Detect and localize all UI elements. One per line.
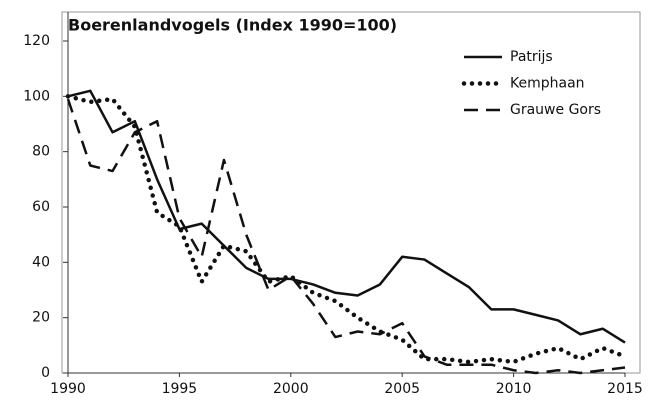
series-line [67, 89, 626, 344]
x-tick-label: 2010 [496, 381, 532, 397]
x-tick-label: 2015 [607, 381, 643, 397]
x-tick-label: 2000 [273, 381, 309, 397]
chart-title: Boerenlandvogels (Index 1990=100) [68, 16, 397, 35]
y-tick-label: 100 [23, 88, 50, 104]
y-tick-label: 20 [32, 310, 50, 326]
x-tick-label: 1995 [162, 381, 198, 397]
series-line [65, 94, 628, 365]
y-tick-label: 0 [41, 365, 50, 381]
legend-label: Patrijs [510, 49, 553, 65]
legend-label: Kemphaan [510, 76, 585, 92]
y-tick-label: 80 [32, 144, 50, 160]
series-line [66, 98, 626, 375]
x-tick-label: 1990 [50, 381, 86, 397]
y-tick-label: 120 [23, 33, 50, 49]
y-tick-label: 40 [32, 254, 50, 270]
x-tick-label: 2005 [384, 381, 420, 397]
y-tick-label: 60 [32, 199, 50, 215]
legend-label: Grauwe Gors [510, 102, 601, 118]
